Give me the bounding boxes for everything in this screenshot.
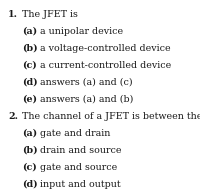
Text: (e): (e) (22, 95, 37, 104)
Text: (b): (b) (22, 146, 38, 155)
Text: answers (a) and (b): answers (a) and (b) (40, 95, 133, 104)
Text: (c): (c) (22, 61, 37, 70)
Text: (d): (d) (22, 180, 38, 189)
Text: The channel of a JFET is between the: The channel of a JFET is between the (22, 112, 200, 121)
Text: (c): (c) (22, 163, 37, 172)
Text: (a): (a) (22, 27, 37, 36)
Text: 1.: 1. (8, 10, 18, 19)
Text: 2.: 2. (8, 112, 18, 121)
Text: (d): (d) (22, 78, 38, 87)
Text: drain and source: drain and source (40, 146, 122, 155)
Text: a current-controlled device: a current-controlled device (40, 61, 171, 70)
Text: The JFET is: The JFET is (22, 10, 78, 19)
Text: (b): (b) (22, 44, 38, 53)
Text: (a): (a) (22, 129, 37, 138)
Text: a voltage-controlled device: a voltage-controlled device (40, 44, 171, 53)
Text: gate and drain: gate and drain (40, 129, 110, 138)
Text: input and output: input and output (40, 180, 121, 189)
Text: a unipolar device: a unipolar device (40, 27, 123, 36)
Text: gate and source: gate and source (40, 163, 117, 172)
Text: answers (a) and (c): answers (a) and (c) (40, 78, 133, 87)
